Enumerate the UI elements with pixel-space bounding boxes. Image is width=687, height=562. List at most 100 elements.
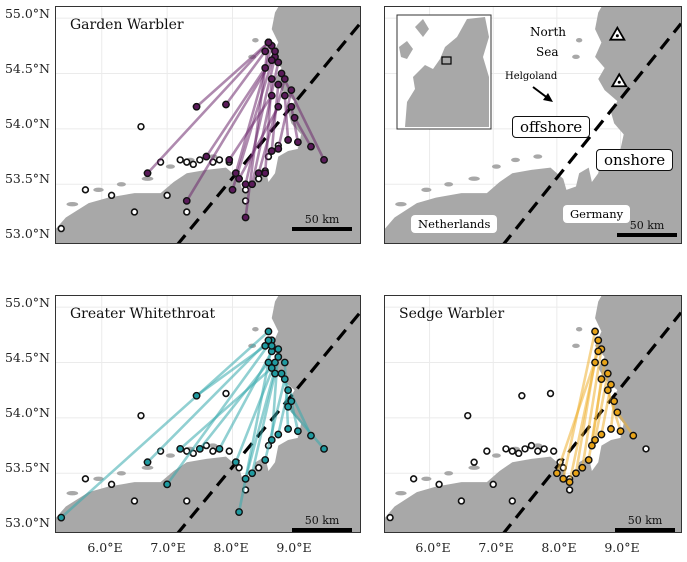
detection-point-icon: [290, 113, 299, 122]
receiver-station-icon: [163, 191, 171, 200]
receiver-station-icon: [81, 186, 90, 194]
detection-point-icon: [163, 480, 172, 489]
receiver-station-icon: [222, 389, 230, 398]
y-tick-label: 54.5°N: [4, 61, 50, 76]
inset-land: [399, 41, 413, 59]
detection-point-icon: [600, 358, 609, 367]
detection-point-icon: [610, 397, 619, 406]
triangle-station-icon: [610, 72, 628, 88]
receiver-station-icon: [518, 392, 526, 400]
label-germany: Germany: [563, 205, 631, 223]
detection-point-icon: [320, 445, 328, 453]
land-island: [165, 164, 175, 169]
detection-point-icon: [264, 336, 273, 345]
receiver-station-icon: [176, 156, 184, 164]
receiver-station-icon: [130, 497, 139, 505]
panel-garden-warbler: Garden Warbler 50 km: [55, 6, 361, 244]
detection-point-icon: [274, 58, 283, 67]
detection-point-icon: [143, 458, 152, 467]
detection-point-icon: [559, 474, 568, 483]
receiver-station-icon: [137, 122, 145, 131]
detection-point-icon: [591, 358, 599, 367]
receiver-station-icon: [189, 160, 197, 169]
receiver-station-icon: [521, 445, 529, 453]
receiver-station-icon: [235, 464, 243, 472]
inset-europe-map: [396, 14, 492, 130]
detection-point-icon: [225, 156, 234, 164]
detection-point-icon: [587, 441, 596, 450]
detection-point-icon: [284, 136, 292, 144]
y-tick-label: 53.0°N: [4, 515, 50, 530]
detection-point-icon: [267, 436, 276, 444]
flight-track-line: [250, 61, 280, 186]
detection-point-icon: [607, 425, 615, 433]
land-mainland: [385, 7, 681, 243]
triangle-station-dot: [615, 34, 619, 38]
land-island: [468, 176, 480, 181]
detection-point-icon: [280, 91, 289, 100]
x-tick-label: 6.0°E: [87, 540, 123, 555]
land-island: [533, 443, 543, 448]
receiver-station-icon: [457, 497, 466, 505]
detection-point-icon: [320, 156, 328, 164]
land-island: [444, 471, 454, 476]
scale-bar: 50 km: [292, 213, 352, 231]
scale-bar-line: [292, 528, 352, 532]
flight-track-line: [257, 77, 287, 175]
land-island: [572, 54, 580, 60]
flight-track-line: [237, 105, 280, 181]
detection-point-icon: [261, 169, 270, 178]
detection-point-icon: [192, 391, 201, 400]
detection-point-icon: [222, 100, 230, 109]
flight-track-line: [568, 361, 597, 484]
detection-point-icon: [607, 380, 615, 389]
scale-label: 50 km: [627, 514, 663, 527]
panel-title: Greater Whitethroat: [70, 306, 216, 322]
receiver-station-icon: [508, 447, 517, 455]
detection-point-icon: [284, 425, 292, 433]
receiver-station-icon: [57, 224, 65, 233]
flight-track-line: [290, 105, 300, 144]
triangle-station-dot: [617, 80, 621, 84]
y-tick-label: 54.0°N: [4, 405, 50, 420]
detection-point-icon: [591, 436, 599, 444]
land-island: [575, 327, 583, 332]
detection-point-icon: [235, 508, 243, 516]
scale-bar: 50 km: [292, 514, 352, 532]
detection-point-icon: [287, 102, 296, 111]
triangle-station-icon: [608, 25, 626, 41]
detection-point-icon: [274, 80, 283, 89]
dashed-divider-line: [502, 311, 681, 532]
detection-point-icon: [215, 445, 224, 453]
inset-land: [415, 19, 429, 37]
detection-point-icon: [267, 91, 276, 100]
receiver-station-icon: [137, 411, 145, 420]
land-island: [511, 157, 520, 163]
detection-point-icon: [143, 169, 152, 178]
x-tick-label: 8.0°E: [541, 540, 577, 555]
inset-study-box: [441, 56, 452, 65]
helgoland-arrow-head: [543, 93, 553, 102]
flight-track-line: [218, 350, 274, 451]
flight-track-line: [581, 347, 603, 470]
detection-point-icon: [57, 513, 66, 522]
y-tick-label: 53.0°N: [4, 226, 50, 241]
detection-point-icon: [594, 336, 603, 345]
land-island: [141, 176, 154, 181]
receiver-station-icon: [502, 445, 510, 453]
receiver-station-icon: [546, 389, 555, 398]
detection-point-icon: [195, 445, 204, 453]
receiver-station-icon: [183, 497, 191, 505]
x-tick-label: 7.0°E: [478, 540, 514, 555]
land-island: [491, 164, 501, 169]
y-tick-label: 54.5°N: [4, 350, 50, 365]
land-mainland: [56, 296, 360, 532]
panel-greater-whitethroat: Greater Whitethroat 50 km: [55, 295, 361, 533]
y-tick-label: 53.5°N: [4, 460, 50, 475]
label-netherlands: Netherlands: [411, 215, 498, 233]
x-tick-label: 9.0°E: [604, 540, 640, 555]
detection-point-icon: [552, 469, 561, 478]
land-island: [395, 202, 407, 207]
receiver-station-icon: [409, 475, 418, 483]
flight-track-line: [293, 116, 313, 148]
